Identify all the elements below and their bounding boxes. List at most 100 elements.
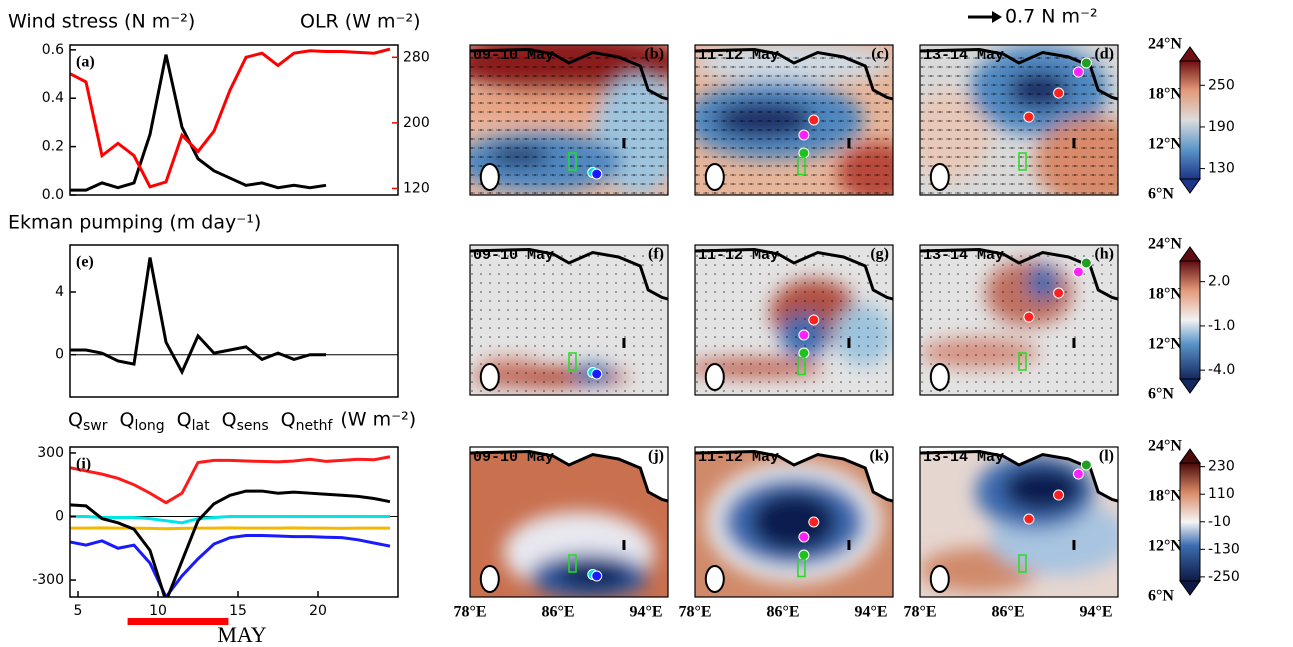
map-date: 13-14 May <box>923 247 1004 264</box>
plot-frame <box>69 446 399 598</box>
x-tick-label: 10 <box>149 603 167 619</box>
study-box <box>1018 352 1027 371</box>
map-frame <box>694 244 894 396</box>
island <box>622 540 626 550</box>
colorbar-tick-label: 250 <box>1208 77 1235 93</box>
colorbar-tick-label: -4.0 <box>1208 362 1235 378</box>
study-box <box>1018 554 1027 573</box>
panel-label: (j) <box>648 448 664 465</box>
x-tick-label: 5 <box>74 603 83 619</box>
study-box <box>568 152 577 171</box>
lat-label: 24°N <box>1148 438 1182 455</box>
y-tick-label: 0.0 <box>42 187 64 203</box>
study-box <box>568 352 577 371</box>
y2-tick-label: 280 <box>403 49 430 65</box>
map-date: 09-10 May <box>473 247 554 264</box>
legend-entry: Qswr <box>68 409 108 435</box>
track-marker <box>798 329 810 341</box>
map-frame <box>919 44 1119 196</box>
map-date: 11-12 May <box>698 247 779 264</box>
series-line <box>70 455 391 505</box>
track-marker <box>591 168 603 180</box>
lat-label: 18°N <box>1148 488 1182 505</box>
colorbar <box>1179 260 1201 380</box>
y2-tick-label: 120 <box>403 180 430 196</box>
colorbar-end <box>1179 46 1201 62</box>
panel-label: (c) <box>871 46 889 63</box>
colorbar <box>1179 60 1201 180</box>
panel-label: (l) <box>1099 448 1114 465</box>
series-line <box>70 489 391 597</box>
map-blob <box>1003 466 1083 512</box>
track-marker <box>808 314 820 326</box>
lat-label: 6°N <box>1148 588 1174 605</box>
map-panel <box>695 245 893 395</box>
colorbar-tick-label: 190 <box>1208 119 1235 135</box>
x-tick-label: 15 <box>229 603 247 619</box>
colorbar-end <box>1179 448 1201 464</box>
lon-label: 94°E <box>854 604 887 621</box>
map-blob <box>750 492 838 552</box>
study-box <box>797 156 806 176</box>
island <box>1072 540 1076 550</box>
x-axis-label: MAY <box>217 622 266 647</box>
island <box>1072 338 1076 348</box>
chart-title: Ekman pumping (m day⁻¹) <box>8 212 261 234</box>
map-panel <box>920 45 1118 195</box>
track-marker <box>1053 87 1065 99</box>
track-marker <box>1080 459 1092 471</box>
series-line <box>70 514 390 525</box>
legend-entry: Qnethf <box>281 409 334 435</box>
y-tick-label: 0.2 <box>42 139 64 155</box>
lat-label: 18°N <box>1148 86 1182 103</box>
map-date: 09-10 May <box>473 449 554 466</box>
map-panel <box>920 447 1118 597</box>
track-marker <box>798 347 810 359</box>
map-date: 11-12 May <box>698 47 779 64</box>
study-box <box>1018 152 1027 171</box>
lat-label: 12°N <box>1148 136 1182 153</box>
sri-lanka <box>929 163 950 191</box>
plot-frame <box>69 244 399 398</box>
panel-label: (g) <box>870 246 889 263</box>
map-panel <box>920 245 1118 395</box>
map-frame <box>919 446 1119 598</box>
map-frame <box>469 44 669 196</box>
lon-label: 94°E <box>629 604 662 621</box>
lon-label: 78°E <box>903 604 936 621</box>
vector-key-head <box>992 11 1002 23</box>
sri-lanka <box>479 163 500 191</box>
vector-field <box>695 55 893 195</box>
track-marker <box>591 368 603 380</box>
x-tick-label: 20 <box>309 603 327 619</box>
track-marker <box>798 549 810 561</box>
map-panel <box>470 245 668 395</box>
vector-field <box>920 255 1118 395</box>
sri-lanka <box>929 363 950 391</box>
colorbar-tick-label: -10 <box>1208 514 1231 530</box>
y-tick-label: -300 <box>32 572 64 588</box>
y-tick-label: 0.6 <box>42 42 64 58</box>
map-frame <box>469 244 669 396</box>
vector-key: 0.7 N m⁻² <box>1005 6 1098 28</box>
sri-lanka <box>704 565 725 593</box>
map-panel <box>470 447 668 597</box>
map-panel <box>695 45 893 195</box>
map-panel <box>470 45 668 195</box>
coastline <box>920 47 1118 101</box>
track-marker <box>591 570 603 582</box>
lat-label: 24°N <box>1148 36 1182 53</box>
legend-entry: Qsens <box>222 409 269 435</box>
sri-lanka <box>929 565 950 593</box>
series-line <box>70 526 390 531</box>
sri-lanka <box>479 363 500 391</box>
legend-unit: (W m⁻²) <box>340 409 416 431</box>
coastline <box>920 449 1118 503</box>
panel-label: (a) <box>76 54 95 71</box>
lon-label: 78°E <box>453 604 486 621</box>
coastline <box>470 449 668 503</box>
y-tick-label: 0.4 <box>42 90 64 106</box>
series-line <box>70 534 391 597</box>
island <box>847 540 851 550</box>
lon-label: 94°E <box>1079 604 1112 621</box>
